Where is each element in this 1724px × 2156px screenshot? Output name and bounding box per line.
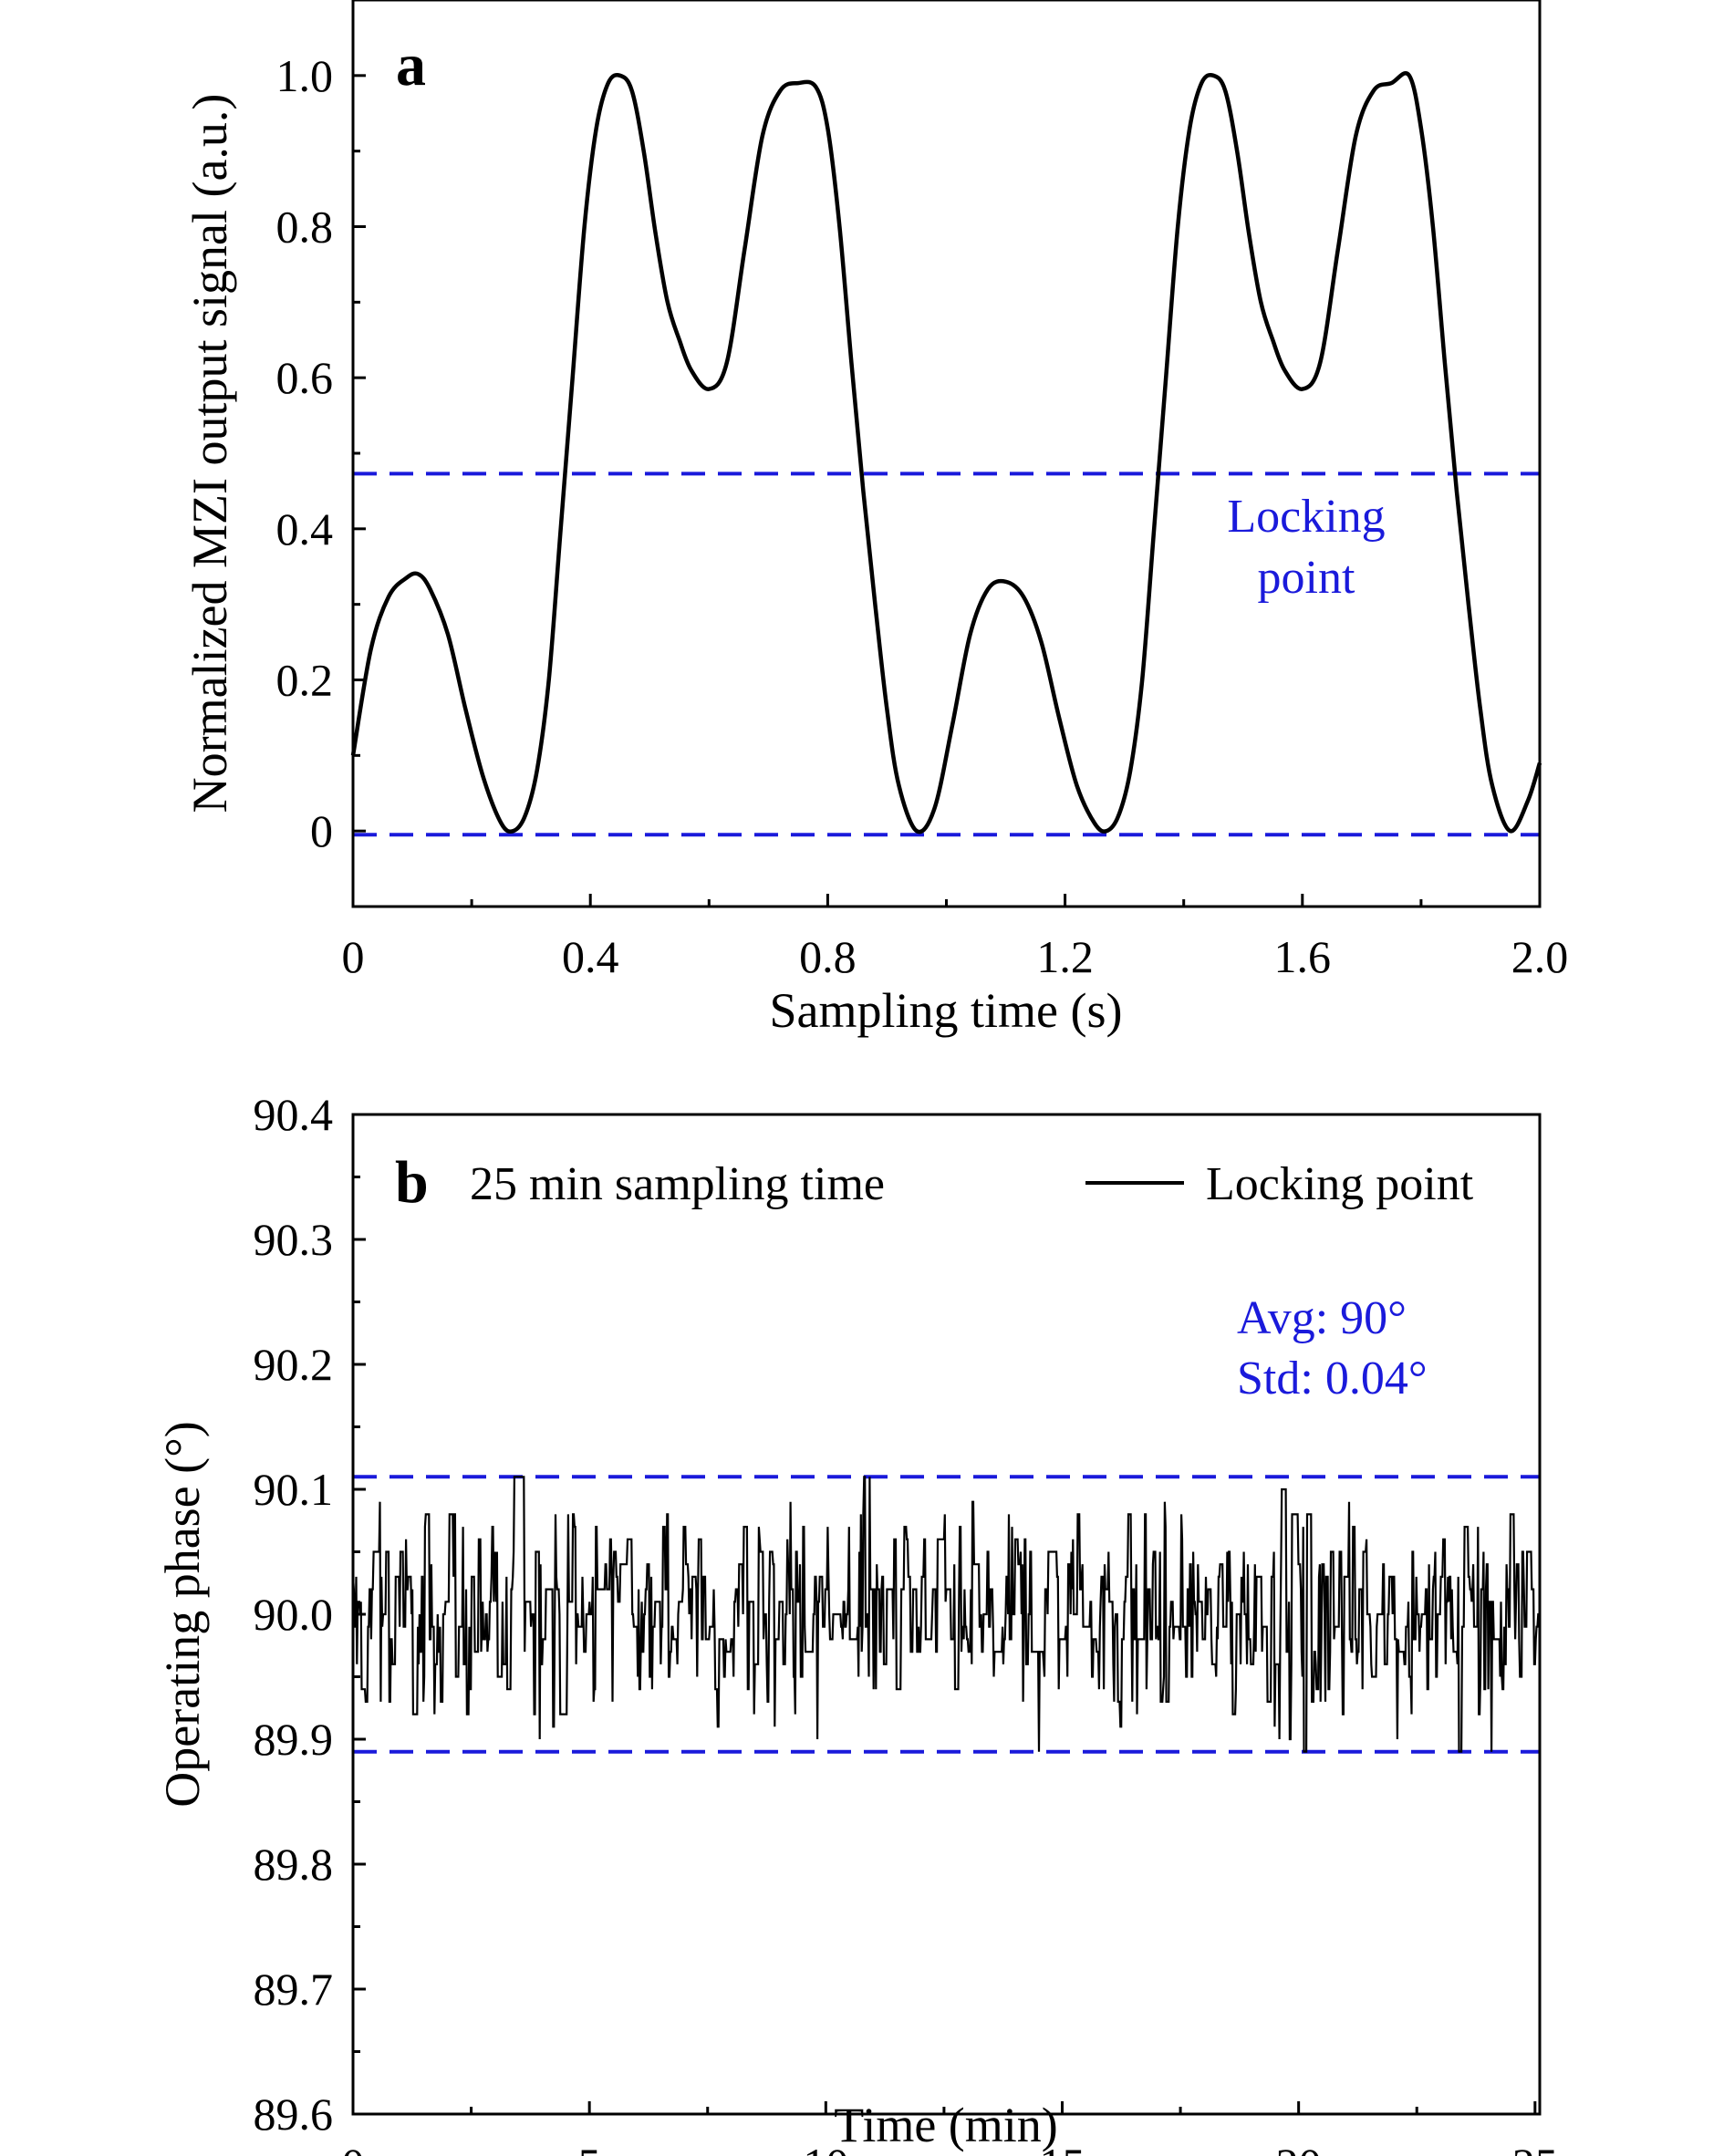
locking-point-annotation-line2: point [1258, 552, 1355, 604]
panel-a-y-tick-label: 0.2 [276, 655, 334, 706]
std-annotation: Std: 0.04° [1237, 1353, 1428, 1405]
panel-a-x-tick-label: 1.2 [1036, 931, 1094, 982]
panel-a-x-tick-label: 0.8 [799, 931, 857, 982]
panel-b-y-tick-label: 89.6 [254, 2089, 334, 2140]
panel-b-x-tick-label: 10 [803, 2139, 848, 2156]
average-annotation: Avg: 90° [1237, 1292, 1407, 1344]
sampling-time-annotation: 25 min sampling time [470, 1158, 885, 1210]
panel-a-y-axis-title: Normalized MZI output signal (a.u.) [182, 94, 237, 814]
panel-a-y-tick-label: 0.6 [276, 352, 334, 403]
panel-b-x-axis-title: Time (min) [834, 2098, 1058, 2152]
panel-b-y-tick-label: 90.4 [254, 1089, 334, 1140]
panel-b-y-tick-label: 89.9 [254, 1714, 334, 1765]
panel-a-y-tick-label: 0 [310, 805, 333, 856]
panel-a-y-tick-label: 0.8 [276, 202, 334, 253]
panel-b-ticks: 0 5 10 15 20 25 89.6 89.7 89.8 89.9 90.0 90.1 90.2 90… [254, 1089, 1558, 2156]
panel-a: 0 0.4 0.8 1.2 1.6 2.0 0 0.2 0.4 0.6 0.8 1.0 a Locki… [182, 0, 1568, 1038]
panel-b-y-tick-label: 89.7 [254, 1964, 334, 2015]
panel-b-y-tick-label: 90.0 [254, 1589, 334, 1640]
panel-a-ticks: 0 0.4 0.8 1.2 1.6 2.0 0 0.2 0.4 0.6 0.8 1.0 [276, 0, 1569, 982]
panel-b-y-tick-label: 90.3 [254, 1214, 334, 1265]
locking-point-annotation-line1: Locking [1227, 491, 1385, 543]
panel-a-y-tick-label: 1.0 [276, 50, 334, 101]
panel-a-series [350, 71, 1542, 837]
panel-a-signal-curve [350, 71, 1542, 834]
panel-b-y-axis-title: Operating phase (°) [155, 1421, 210, 1807]
panel-b-x-tick-label: 5 [578, 2139, 601, 2156]
panel-b-x-tick-label: 25 [1512, 2139, 1558, 2156]
panel-a-y-tick-label: 0.4 [276, 503, 334, 555]
panel-b-x-tick-label: 15 [1039, 2139, 1085, 2156]
panel-b-x-tick-label: 0 [342, 2139, 365, 2156]
panel-a-x-tick-label: 0 [342, 931, 365, 982]
panel-b-phase-trace [351, 1476, 1542, 1753]
panel-a-x-tick-label: 1.6 [1274, 931, 1332, 982]
panel-a-label: a [396, 32, 426, 98]
panel-b-y-tick-label: 89.8 [254, 1839, 334, 1890]
panel-a-x-tick-label: 2.0 [1511, 931, 1569, 982]
panel-b-y-tick-label: 90.1 [254, 1464, 334, 1515]
panel-a-x-tick-label: 0.4 [562, 931, 619, 982]
panel-b-series [351, 1475, 1542, 1754]
panel-b-label: b [395, 1149, 429, 1216]
panel-b-x-tick-label: 20 [1276, 2139, 1322, 2156]
panel-a-x-axis-title: Sampling time (s) [770, 983, 1123, 1038]
panel-b-y-tick-label: 90.2 [254, 1339, 334, 1390]
panel-b: 0 5 10 15 20 25 89.6 89.7 89.8 89.9 90.0 90.1 90.2 90… [155, 1089, 1558, 2156]
legend-label-locking-point: Locking point [1206, 1158, 1474, 1210]
